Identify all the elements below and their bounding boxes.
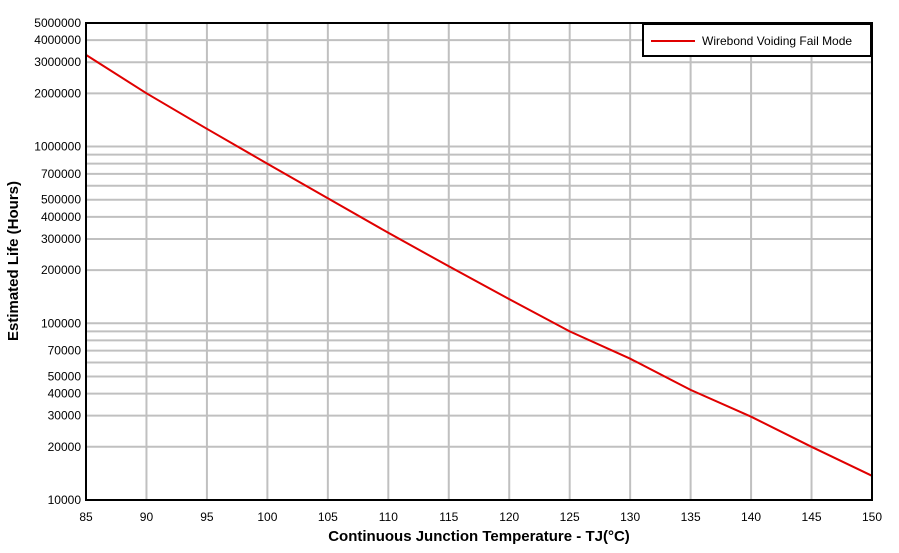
x-axis-title: Continuous Junction Temperature - TJ(°C) xyxy=(328,528,630,545)
x-tick-label: 145 xyxy=(802,510,822,524)
legend-label: Wirebond Voiding Fail Mode xyxy=(702,34,852,48)
y-axis-title: Estimated Life (Hours) xyxy=(5,181,22,341)
x-tick-label: 150 xyxy=(862,510,882,524)
y-tick-label: 100000 xyxy=(41,316,81,330)
series-layer xyxy=(85,54,873,477)
y-tick-label: 500000 xyxy=(41,193,81,207)
x-tick-label: 90 xyxy=(140,510,154,524)
plot-frame xyxy=(85,22,873,501)
legend: Wirebond Voiding Fail Mode xyxy=(642,23,872,57)
y-tick-label: 10000 xyxy=(48,493,82,507)
y-tick-label: 5000000 xyxy=(34,16,81,30)
x-tick-label: 100 xyxy=(257,510,277,524)
series-line xyxy=(85,54,873,477)
y-tick-label: 300000 xyxy=(41,232,81,246)
y-tick-label: 700000 xyxy=(41,167,81,181)
y-tick-label: 3000000 xyxy=(34,55,81,69)
y-tick-label: 50000 xyxy=(48,369,82,383)
y-axis-ticks: 10000 20000 30000 40000 50000 70000 100000 2000… xyxy=(34,16,81,507)
y-tick-label: 40000 xyxy=(48,387,82,401)
y-tick-label: 4000000 xyxy=(34,33,81,47)
x-tick-label: 130 xyxy=(620,510,640,524)
x-tick-label: 95 xyxy=(200,510,214,524)
x-tick-label: 140 xyxy=(741,510,761,524)
x-tick-label: 85 xyxy=(79,510,93,524)
grid-lines xyxy=(85,23,873,500)
y-tick-label: 200000 xyxy=(41,263,81,277)
x-tick-label: 105 xyxy=(318,510,338,524)
x-tick-label: 110 xyxy=(379,510,398,524)
x-tick-label: 115 xyxy=(439,510,458,524)
y-tick-label: 1000000 xyxy=(34,140,81,154)
y-tick-label: 400000 xyxy=(41,210,81,224)
y-tick-label: 70000 xyxy=(48,344,82,358)
y-tick-label: 30000 xyxy=(48,409,82,423)
y-tick-label: 20000 xyxy=(48,440,82,454)
x-axis-ticks: 85 90 95 100 105 110 115 120 125 130 135 140 145 150 xyxy=(79,510,882,524)
y-tick-label: 2000000 xyxy=(34,86,81,100)
x-tick-label: 120 xyxy=(499,510,519,524)
x-tick-label: 135 xyxy=(681,510,701,524)
x-tick-label: 125 xyxy=(560,510,580,524)
